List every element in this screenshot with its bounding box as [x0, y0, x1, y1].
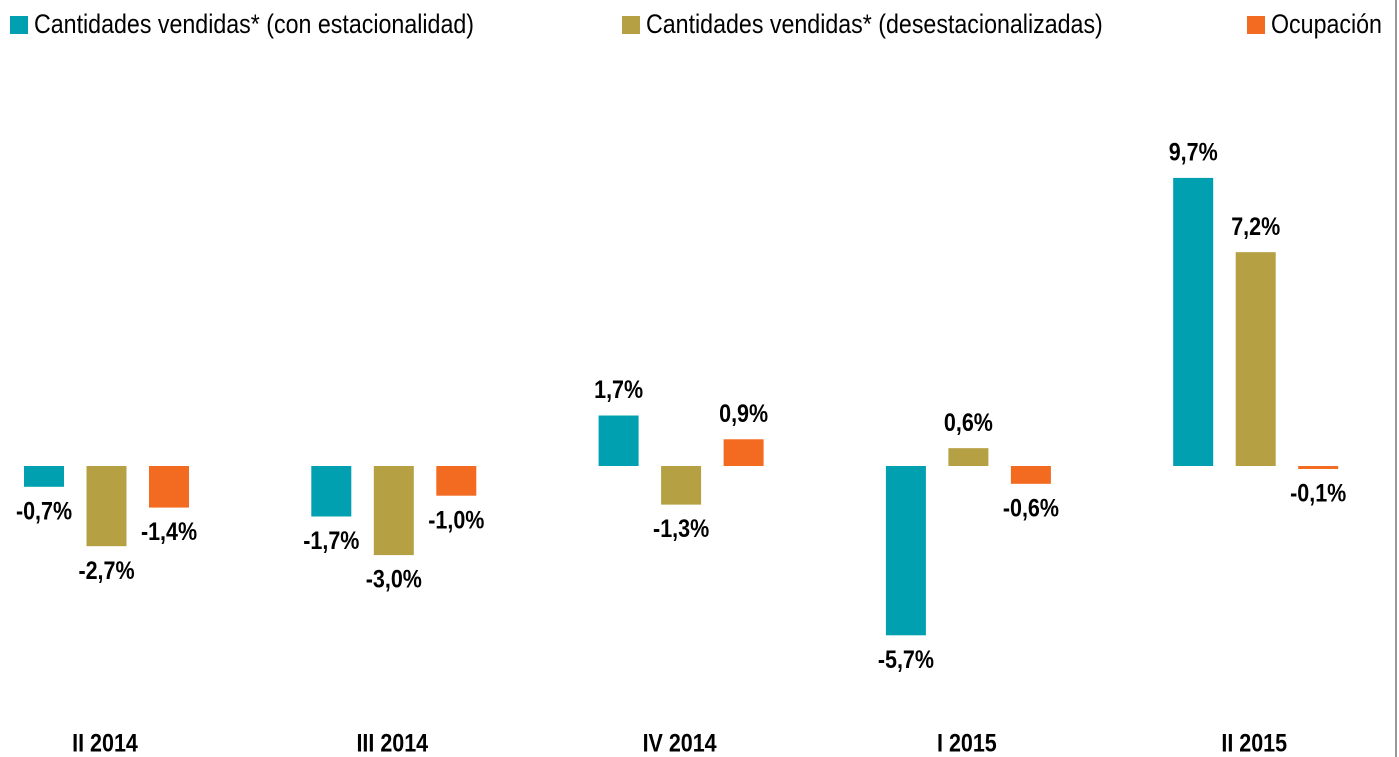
data-label: -5,7% — [878, 645, 934, 673]
data-label: -1,4% — [141, 518, 197, 546]
legend-label: Cantidades vendidas* (desestacionalizada… — [646, 10, 1103, 40]
x-tick-label: II 2015 — [1221, 729, 1287, 757]
bar — [1010, 466, 1051, 484]
x-tick-label: II 2014 — [72, 729, 138, 757]
bar — [885, 466, 926, 636]
data-label: 0,6% — [944, 408, 993, 436]
bar — [1235, 252, 1276, 466]
legend-swatch — [1247, 16, 1265, 34]
bar — [311, 466, 352, 517]
legend-swatch — [622, 16, 640, 34]
data-label: -1,3% — [653, 515, 709, 543]
x-tick-label: III 2014 — [356, 729, 428, 757]
bar — [1173, 177, 1214, 466]
bar — [149, 466, 189, 508]
bar — [661, 466, 702, 505]
x-tick-label: I 2015 — [937, 729, 997, 757]
data-label: -0,1% — [1290, 479, 1346, 507]
bar — [436, 466, 477, 496]
bar — [373, 466, 414, 556]
data-label: -1,7% — [303, 527, 359, 555]
bar — [1298, 466, 1339, 469]
legend-label: Cantidades vendidas* (con estacionalidad… — [34, 10, 474, 40]
data-label: -0,6% — [1003, 494, 1059, 522]
bar — [723, 439, 764, 466]
data-label: -1,0% — [428, 506, 484, 534]
bar — [24, 466, 64, 487]
data-label: -2,7% — [78, 556, 134, 584]
legend-swatch — [10, 16, 28, 34]
data-label: 7,2% — [1231, 212, 1280, 240]
data-label: -0,7% — [16, 497, 72, 525]
bar — [598, 415, 639, 466]
data-label: 1,7% — [594, 376, 643, 404]
bar — [948, 448, 989, 466]
data-label: 0,9% — [719, 399, 768, 427]
data-label: -3,0% — [366, 565, 422, 593]
x-tick-label: IV 2014 — [643, 729, 717, 757]
bar — [86, 466, 127, 547]
data-label: 9,7% — [1169, 138, 1218, 166]
legend-label: Ocupación — [1271, 10, 1382, 40]
